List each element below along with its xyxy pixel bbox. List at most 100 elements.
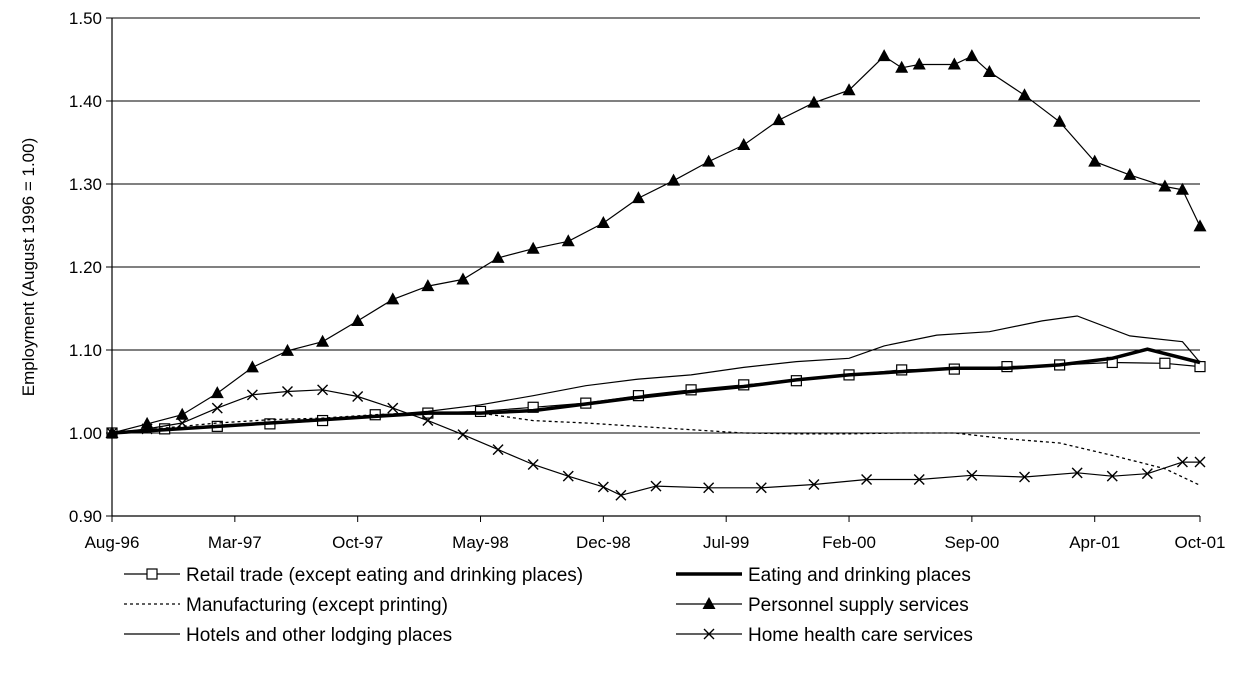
data-point-triangle xyxy=(895,60,909,73)
data-point-triangle xyxy=(421,279,435,292)
data-point-triangle xyxy=(456,272,470,285)
legend-item: Retail trade (except eating and drinking… xyxy=(124,565,583,586)
data-point-triangle xyxy=(280,343,294,356)
series-0 xyxy=(106,356,1206,439)
data-point-cross xyxy=(1106,470,1118,482)
data-point-triangle xyxy=(947,57,961,70)
x-tick-label: Aug-96 xyxy=(85,533,140,552)
data-point-triangle xyxy=(842,83,856,96)
data-point-cross xyxy=(861,473,873,485)
data-point-cross xyxy=(615,489,627,501)
data-point-cross xyxy=(755,482,767,494)
data-point-cross xyxy=(1176,456,1188,468)
x-tick-label: May-98 xyxy=(452,533,509,552)
data-point-cross xyxy=(562,470,574,482)
legend-item: Personnel supply services xyxy=(676,595,969,616)
data-point-triangle xyxy=(386,292,400,305)
gridlines xyxy=(112,17,1200,434)
data-point-triangle xyxy=(316,334,330,347)
data-point-triangle xyxy=(1158,179,1172,192)
data-point-cross xyxy=(422,415,434,427)
y-ticks: 0.90 1.00 1.10 1.20 1.30 1.40 1.50 xyxy=(69,9,112,526)
series-3 xyxy=(105,49,1207,438)
data-point-cross xyxy=(1194,456,1206,468)
data-point-cross xyxy=(387,402,399,414)
data-point-cross xyxy=(703,628,715,640)
series-5 xyxy=(106,384,1206,501)
legend-item: Home health care services xyxy=(676,625,973,646)
data-point-triangle xyxy=(210,386,224,399)
data-point-cross xyxy=(966,469,978,481)
x-tick-label: Sep-00 xyxy=(944,533,999,552)
x-tick-label: Mar-97 xyxy=(208,533,262,552)
data-point-cross xyxy=(1141,468,1153,480)
data-point-triangle xyxy=(561,234,575,247)
data-point-cross xyxy=(808,478,820,490)
data-point-cross xyxy=(492,444,504,456)
x-tick-label: Feb-00 xyxy=(822,533,876,552)
data-point-triangle xyxy=(807,95,821,108)
data-point-cross xyxy=(1019,471,1031,483)
data-point-triangle xyxy=(526,241,540,254)
legend-label: Personnel supply services xyxy=(748,595,969,616)
series-layer xyxy=(105,49,1207,501)
y-tick-label: 1.00 xyxy=(69,424,102,443)
legend-label: Retail trade (except eating and drinking… xyxy=(186,565,583,586)
x-tick-label: Oct-97 xyxy=(332,533,383,552)
legend-item: Eating and drinking places xyxy=(676,565,971,586)
data-point-cross xyxy=(913,473,925,485)
data-point-triangle xyxy=(1088,154,1102,167)
data-point-triangle xyxy=(737,137,751,150)
y-tick-label: 0.90 xyxy=(69,507,102,526)
series-line xyxy=(111,55,1201,434)
data-point-cross xyxy=(650,480,662,492)
legend-label: Eating and drinking places xyxy=(748,565,971,586)
y-tick-label: 1.30 xyxy=(69,175,102,194)
data-point-cross xyxy=(317,384,329,396)
data-point-cross xyxy=(457,429,469,441)
data-point-cross xyxy=(141,423,153,435)
data-point-triangle xyxy=(491,250,505,263)
legend-item: Manufacturing (except printing) xyxy=(124,595,448,616)
data-point-triangle xyxy=(631,191,645,204)
data-point-triangle xyxy=(596,216,610,229)
legend-label: Hotels and other lodging places xyxy=(186,625,452,646)
legend: Retail trade (except eating and drinking… xyxy=(124,565,973,646)
data-point-cross xyxy=(211,402,223,414)
y-tick-label: 1.20 xyxy=(69,258,102,277)
data-point-cross xyxy=(703,482,715,494)
data-point-triangle xyxy=(1123,167,1137,180)
legend-item: Hotels and other lodging places xyxy=(124,625,452,646)
data-point-cross xyxy=(1071,467,1083,479)
data-point-triangle xyxy=(175,407,189,420)
legend-label: Home health care services xyxy=(748,625,973,646)
data-point-triangle xyxy=(912,57,926,70)
x-tick-label: Jul-99 xyxy=(703,533,749,552)
data-point-triangle xyxy=(667,173,681,186)
data-point-cross xyxy=(176,417,188,429)
x-ticks: Aug-96 Mar-97 Oct-97 May-98 Dec-98 Jul-99 Feb-… xyxy=(85,516,1226,552)
data-point-triangle xyxy=(245,360,259,373)
data-point-square xyxy=(1159,357,1171,369)
data-point-triangle xyxy=(702,154,716,167)
y-axis-title: Employment (August 1996 = 1.00) xyxy=(19,138,38,396)
data-point-triangle xyxy=(351,313,365,326)
data-point-triangle xyxy=(965,49,979,62)
data-point-cross xyxy=(281,386,293,397)
data-point-triangle xyxy=(1053,114,1067,127)
data-point-triangle xyxy=(702,597,716,609)
y-tick-label: 1.10 xyxy=(69,341,102,360)
y-tick-label: 1.40 xyxy=(69,92,102,111)
data-point-triangle xyxy=(982,64,996,77)
data-point-cross xyxy=(597,481,609,493)
data-point-triangle xyxy=(1193,219,1207,232)
data-point-triangle xyxy=(772,113,786,126)
series-2 xyxy=(111,411,1201,486)
legend-label: Manufacturing (except printing) xyxy=(186,595,448,616)
series-line xyxy=(111,411,1201,486)
data-point-cross xyxy=(352,390,364,402)
y-tick-label: 1.50 xyxy=(69,9,102,28)
data-point-cross xyxy=(246,389,258,401)
data-point-square xyxy=(146,568,158,580)
data-point-triangle xyxy=(1018,88,1032,101)
